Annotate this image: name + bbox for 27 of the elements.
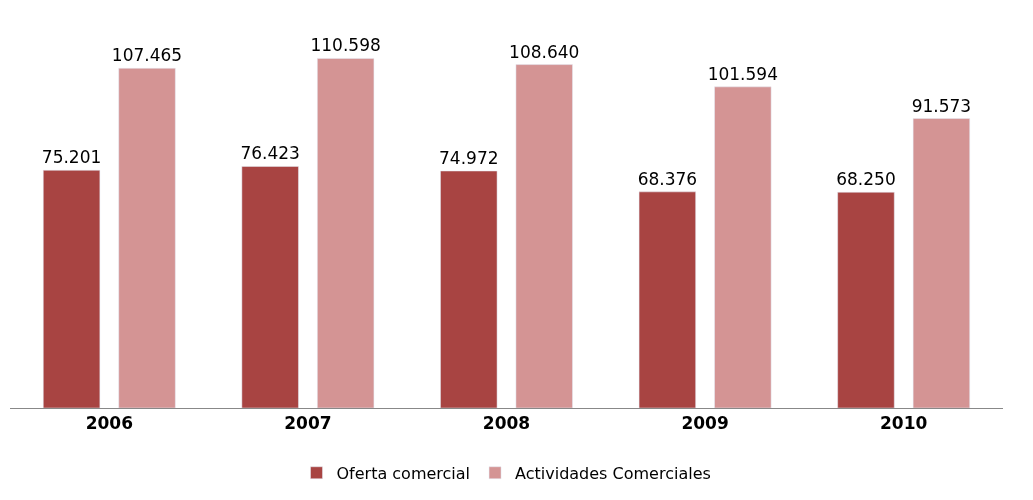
legend-label: Actividades Comerciales xyxy=(515,463,711,483)
x-tick-label: 2007 xyxy=(284,413,332,434)
bar xyxy=(515,64,573,408)
data-label: 76.423 xyxy=(240,143,300,164)
data-label: 110.598 xyxy=(310,35,381,56)
data-label: 101.594 xyxy=(707,63,778,84)
bar xyxy=(837,192,895,408)
x-tick-label: 2006 xyxy=(85,413,133,434)
data-label: 75.201 xyxy=(41,147,102,168)
bar xyxy=(43,170,101,408)
data-label: 68.376 xyxy=(637,168,698,189)
x-tick-label: 2010 xyxy=(880,413,928,434)
bar xyxy=(241,166,299,408)
bar xyxy=(638,191,696,408)
x-tick-label: 2008 xyxy=(482,413,531,434)
data-label: 91.573 xyxy=(911,95,972,116)
data-label: 107.465 xyxy=(111,45,183,66)
bar xyxy=(118,68,176,408)
bar xyxy=(714,86,772,408)
data-label: 108.640 xyxy=(509,41,580,62)
bar xyxy=(440,170,498,408)
legend-label: Oferta comercial xyxy=(336,463,471,483)
x-tick-label: 2009 xyxy=(681,413,729,434)
data-label: 68.250 xyxy=(836,169,896,190)
bar xyxy=(912,118,970,408)
bar xyxy=(317,58,375,408)
data-label: 74.972 xyxy=(439,148,499,169)
